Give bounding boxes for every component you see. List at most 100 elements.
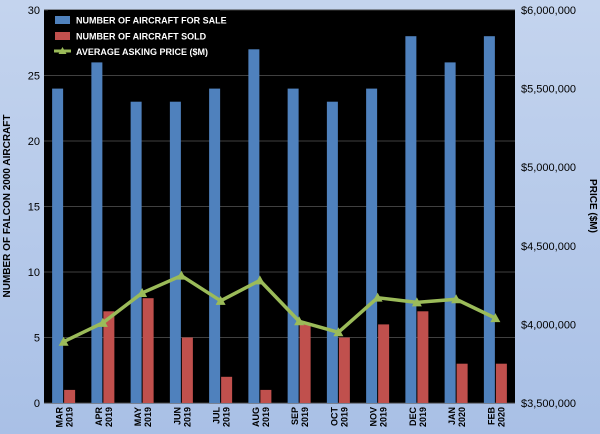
- y-axis-left-title: NUMBER OF FALCON 2000 AIRCRAFT: [2, 115, 13, 298]
- bar-for-sale: [287, 88, 299, 403]
- price-point: [58, 336, 69, 346]
- x-tick-label: MAR 2019: [55, 407, 75, 428]
- y-right-tick-label: $4,500,000: [521, 241, 576, 253]
- bar-sold: [417, 311, 429, 403]
- x-tick-year: 2019: [261, 407, 271, 427]
- y-axis-right-title: PRICE ($M): [587, 179, 598, 233]
- x-tick-month: SEP: [290, 407, 300, 425]
- legend-box: [48, 10, 220, 62]
- y-left-tick-label: 10: [28, 267, 40, 279]
- x-tick-year: 2019: [222, 407, 232, 427]
- y-left-tick-label: 15: [28, 202, 40, 214]
- y-axis-right: $3,500,000 $4,000,000 $4,500,000 $5,000,000…: [521, 5, 576, 410]
- price-point: [333, 327, 344, 337]
- bar-for-sale: [248, 49, 260, 404]
- x-tick-year: 2020: [457, 407, 467, 427]
- x-tick-label: JUN 2019: [172, 407, 192, 427]
- legend-label-for-sale: NUMBER OF AIRCRAFT FOR SALE: [76, 16, 227, 26]
- x-tick-month: JUN: [172, 407, 182, 425]
- bar-for-sale: [52, 88, 64, 403]
- x-tick-label: JAN 2020: [447, 407, 467, 427]
- x-tick-year: 2019: [379, 407, 389, 427]
- price-point: [254, 275, 265, 285]
- y-left-tick-label: 25: [28, 71, 40, 83]
- x-tick-label: NOV 2019: [369, 407, 389, 427]
- legend: NUMBER OF AIRCRAFT FOR SALE NUMBER OF AI…: [48, 10, 227, 62]
- y-left-tick-label: 5: [34, 333, 40, 345]
- price-point: [176, 270, 187, 280]
- legend-swatch-sold: [55, 32, 70, 40]
- x-tick-month: MAY: [133, 407, 143, 426]
- bar-sold: [456, 363, 468, 403]
- x-tick-month: OCT: [329, 407, 339, 427]
- legend-label-price: AVERAGE ASKING PRICE ($M): [76, 47, 208, 57]
- x-tick-year: 2019: [418, 407, 428, 427]
- x-tick-year: 2019: [339, 407, 349, 427]
- bar-sold: [299, 324, 311, 403]
- y-left-tick-label: 0: [34, 398, 40, 410]
- x-tick-label: JUL 2019: [212, 407, 232, 428]
- price-point: [451, 294, 462, 304]
- x-tick-year: 2019: [65, 407, 75, 427]
- y-left-tick-label: 20: [28, 136, 40, 148]
- bar-sold: [181, 337, 193, 403]
- x-tick-label: AUG 2019: [251, 407, 271, 427]
- x-tick-label: MAY 2019: [133, 407, 153, 427]
- price-line: [58, 270, 501, 346]
- x-tick-month: AUG: [251, 407, 261, 427]
- x-tick-label: DEC 2019: [408, 407, 428, 428]
- legend-label-sold: NUMBER OF AIRCRAFT SOLD: [76, 32, 207, 42]
- x-tick-year: 2019: [300, 407, 310, 427]
- y-right-tick-label: $4,000,000: [521, 319, 576, 331]
- legend-item-price: AVERAGE ASKING PRICE ($M): [54, 47, 208, 57]
- bar-for-sale: [209, 88, 221, 403]
- y-right-tick-label: $5,000,000: [521, 162, 576, 174]
- price-point: [215, 295, 226, 305]
- price-point: [137, 287, 148, 297]
- legend-item-for-sale: NUMBER OF AIRCRAFT FOR SALE: [55, 16, 227, 26]
- legend-swatch-price-marker: [58, 47, 67, 54]
- price-point: [97, 317, 108, 327]
- x-tick-label: FEB 2020: [486, 406, 506, 427]
- bar-sold: [495, 363, 507, 403]
- price-point: [490, 313, 501, 323]
- bars: [52, 36, 507, 404]
- x-tick-year: 2019: [182, 407, 192, 427]
- bar-sold: [260, 389, 272, 403]
- x-tick-month: MAR: [55, 407, 65, 428]
- price-point: [294, 316, 305, 326]
- bar-for-sale: [366, 88, 378, 403]
- x-tick-month: FEB: [486, 406, 496, 425]
- y-right-tick-label: $6,000,000: [521, 5, 576, 17]
- x-tick-label: APR 2019: [94, 407, 114, 428]
- bar-for-sale: [169, 101, 181, 403]
- x-tick-month: DEC: [408, 407, 418, 427]
- x-tick-year: 2019: [143, 407, 153, 427]
- x-tick-label: SEP 2019: [290, 407, 310, 427]
- x-tick-label: OCT 2019: [329, 407, 349, 428]
- bar-sold: [378, 324, 390, 403]
- y-left-tick-label: 30: [28, 5, 40, 17]
- bar-for-sale: [91, 62, 103, 404]
- price-point: [372, 292, 383, 302]
- gridlines: [44, 9, 515, 404]
- bar-sold: [103, 311, 115, 403]
- y-axis-left: 0 5 10 15 20 25 30: [28, 5, 40, 410]
- price-line-path: [62, 273, 497, 344]
- x-tick-year: 2020: [496, 407, 506, 427]
- bar-sold: [221, 376, 233, 403]
- x-axis: MAR 2019 APR 2019 MAY 2019 JUN 2019 JUL 2019 AUG 20…: [55, 406, 507, 427]
- x-tick-month: NOV: [369, 407, 379, 427]
- bar-for-sale: [405, 36, 417, 403]
- x-tick-month: JAN: [447, 407, 457, 425]
- bar-for-sale: [483, 36, 495, 403]
- y-right-tick-label: $5,500,000: [521, 84, 576, 96]
- legend-item-sold: NUMBER OF AIRCRAFT SOLD: [55, 32, 207, 42]
- bar-for-sale: [444, 62, 456, 404]
- x-tick-year: 2019: [104, 407, 114, 427]
- bar-sold: [338, 337, 350, 403]
- x-tick-month: JUL: [212, 407, 222, 425]
- legend-swatch-for-sale: [55, 16, 70, 24]
- bar-sold: [64, 389, 76, 403]
